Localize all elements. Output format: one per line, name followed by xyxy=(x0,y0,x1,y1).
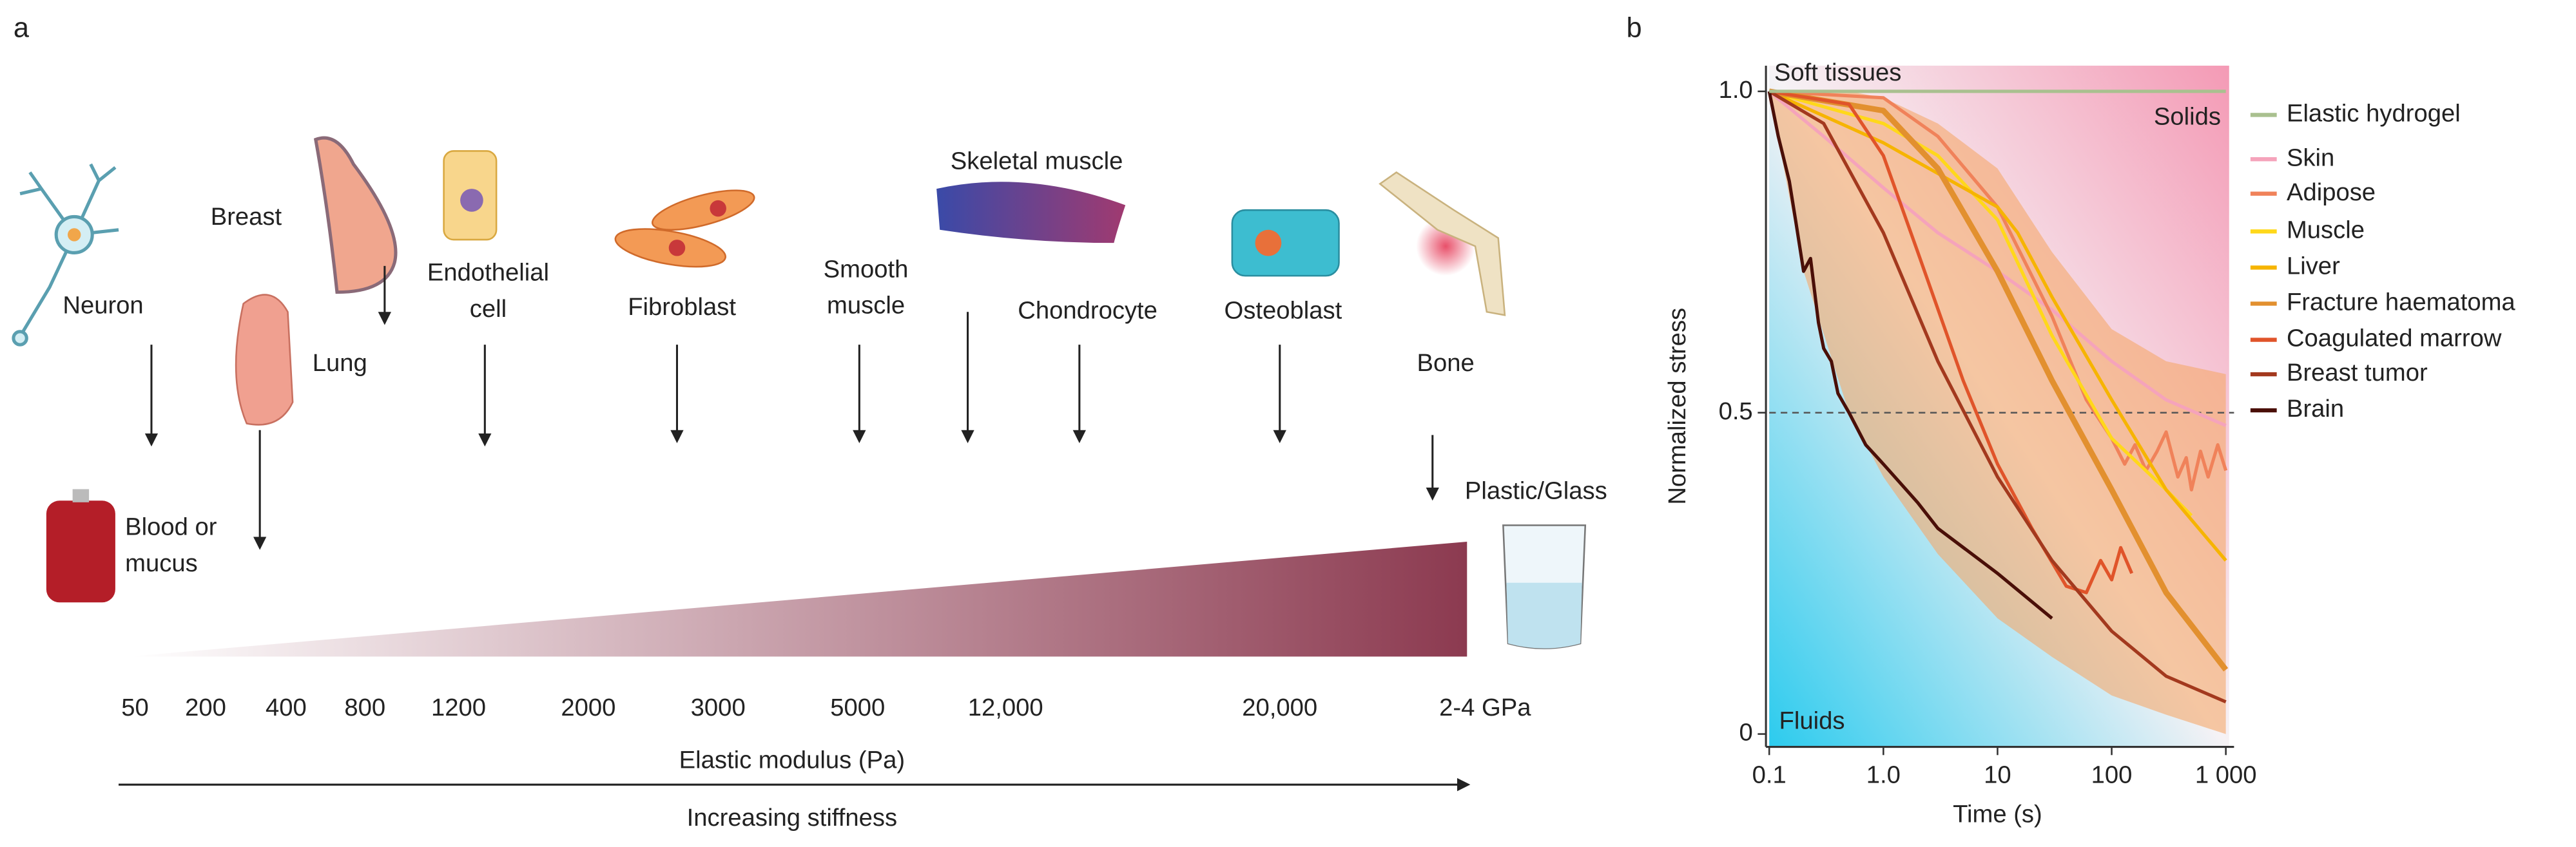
cell-label: Bone xyxy=(1417,349,1475,377)
stiffness-label: 800 xyxy=(344,694,385,721)
cell-label: Smooth xyxy=(824,256,909,283)
blood-bag-icon xyxy=(46,489,115,603)
bone-icon xyxy=(1379,171,1506,316)
series-line xyxy=(1768,90,2227,562)
stiffness-label: 12,000 xyxy=(968,694,1043,721)
y-axis-label: Normalized stress xyxy=(1663,308,1691,505)
x-tick-label: 100 xyxy=(2091,761,2133,789)
cell-label: cell xyxy=(470,295,507,323)
skeletal-muscle-icon xyxy=(936,182,1126,243)
cell-label: Neuron xyxy=(63,292,143,319)
panel-label: b xyxy=(1626,12,1641,43)
stiffness-label: 2-4 GPa xyxy=(1439,694,1531,721)
stiffness-wedge xyxy=(128,541,1467,657)
osteoblast-icon xyxy=(1231,209,1340,277)
legend-label: Fracture haematoma xyxy=(2287,289,2515,316)
x-axis-label: Time (s) xyxy=(1953,801,2042,828)
annotation: Solids xyxy=(2154,103,2221,131)
cell-label: Skeletal muscle xyxy=(951,147,1123,175)
neuron-icon xyxy=(12,163,119,347)
cell-label: Lung xyxy=(313,349,367,377)
legend-label: Coagulated marrow xyxy=(2287,325,2502,352)
y-tick-label: 1.0 xyxy=(1719,76,1753,104)
cell-label: mucus xyxy=(125,549,198,577)
y-tick-label: 0.5 xyxy=(1719,397,1753,425)
stiffness-label: 50 xyxy=(121,694,149,721)
x-tick-label: 1.0 xyxy=(1866,761,1901,789)
breast-icon xyxy=(313,136,398,294)
cell-label: muscle xyxy=(827,292,905,319)
stiffness-label: 2000 xyxy=(561,694,615,721)
x-tick-label: 10 xyxy=(1984,761,2011,789)
series-line xyxy=(1767,91,2053,620)
lung-icon xyxy=(235,294,294,426)
series-line xyxy=(1768,88,2229,672)
y-tick-label: 0 xyxy=(1739,719,1752,747)
legend-label: Muscle xyxy=(2287,216,2365,243)
legend-label: Breast tumor xyxy=(2287,359,2428,386)
pointer-arrows xyxy=(144,265,1439,550)
arrow-label: Increasing stiffness xyxy=(687,804,897,832)
stiffness-labels: 50 200 400 800 1200 2000 3000 5000 12,000 20,000 2… xyxy=(121,694,1531,721)
panel-a: a Neuron Breast Lung Endothelial cell Fi… xyxy=(12,12,1607,832)
cell-label: Fibroblast xyxy=(628,293,736,321)
x-tick-label: 1 000 xyxy=(2195,761,2257,789)
legend-label: Brain xyxy=(2287,395,2344,423)
stiffness-label: 3000 xyxy=(691,694,746,721)
cell-label: Plastic/Glass xyxy=(1465,477,1607,505)
fibroblast-icon xyxy=(614,189,755,268)
axis-label: Elastic modulus (Pa) xyxy=(679,747,905,774)
cell-label: Blood or xyxy=(125,513,217,541)
x-tick-label: 0.1 xyxy=(1752,761,1787,789)
legend-label: Liver xyxy=(2287,252,2340,280)
cell-label: Breast xyxy=(211,203,282,231)
series-line xyxy=(1768,90,2193,517)
legend-label: Adipose xyxy=(2287,178,2376,206)
cell-label: Chondrocyte xyxy=(1018,296,1157,324)
stiffness-label: 400 xyxy=(266,694,307,721)
stiffness-label: 5000 xyxy=(830,694,885,721)
envelope-area xyxy=(1769,91,2226,734)
stiffness-label: 200 xyxy=(185,694,226,721)
panel-b: b 0 0.5 1.0 0.1 1.0 10 100 1 000 Time (s) Normali… xyxy=(1626,12,2515,828)
beaker-icon xyxy=(1502,524,1587,649)
endothelial-icon xyxy=(443,150,498,241)
annotation: Soft tissues xyxy=(1774,59,1902,86)
legend-label: Skin xyxy=(2287,144,2334,171)
annotation: Fluids xyxy=(1779,707,1845,734)
panel-label: a xyxy=(14,12,30,43)
cell-label: Osteoblast xyxy=(1225,296,1342,324)
series-line xyxy=(1768,90,2227,704)
legend-label: Elastic hydrogel xyxy=(2287,99,2461,127)
stiffness-label: 1200 xyxy=(431,694,486,721)
stiffness-label: 20,000 xyxy=(1242,694,1317,721)
cell-label: Endothelial xyxy=(427,259,549,287)
